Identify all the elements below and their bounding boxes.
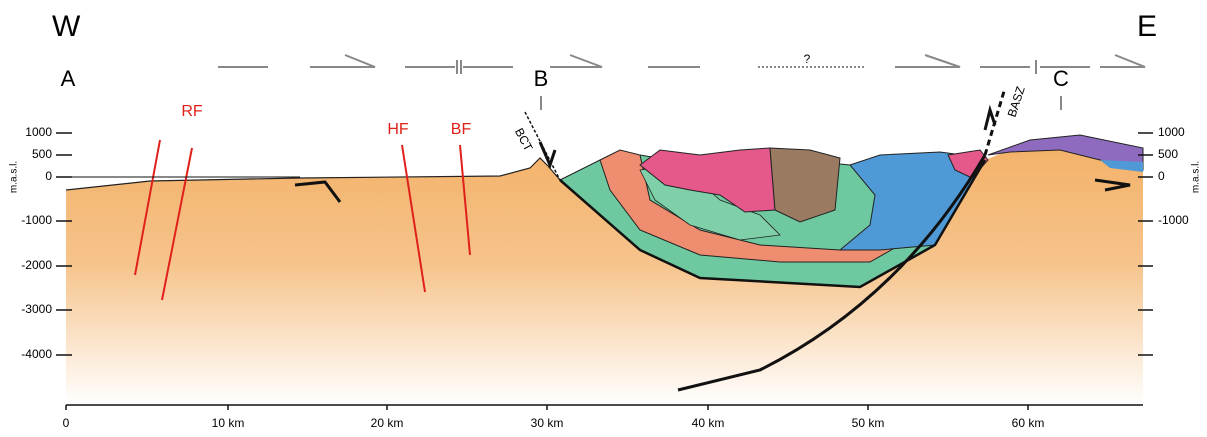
elevation-label: -3000: [21, 302, 52, 316]
distance-label: 30 km: [531, 416, 564, 430]
elevation-label: 1000: [25, 125, 52, 139]
elevation-label: 1000: [1158, 125, 1185, 139]
distance-label: 20 km: [371, 416, 404, 430]
kinematic-row: [218, 55, 1145, 110]
fault-label: BF: [451, 121, 472, 138]
query-label: ?: [804, 52, 811, 66]
section-label: C: [1053, 66, 1069, 91]
distance-label: 40 km: [692, 416, 725, 430]
unit-label: m.a.s.l.: [1191, 161, 1202, 193]
elevation-label: 500: [1158, 147, 1178, 161]
fault-label: BCT: [512, 126, 536, 154]
elevation-label: 0: [1158, 169, 1165, 183]
unit-label: m.a.s.l.: [9, 161, 20, 193]
distance-label: 10 km: [212, 416, 245, 430]
elevation-label: -4000: [21, 347, 52, 361]
fault-label: HF: [387, 121, 409, 138]
distance-label: 50 km: [852, 416, 885, 430]
section-label: B: [534, 66, 549, 91]
west-label: W: [52, 10, 81, 43]
distance-label: 60 km: [1012, 416, 1045, 430]
brown-layer: [770, 148, 840, 222]
elevation-label: -2000: [21, 258, 52, 272]
fault-label: BASZ: [1005, 85, 1028, 119]
distance-label: 0: [63, 416, 70, 430]
east-label: E: [1137, 10, 1157, 43]
fault-label: RF: [181, 103, 203, 120]
elevation-label: 0: [45, 169, 52, 183]
elevation-label: -1000: [1158, 213, 1189, 227]
sense-arrow: [985, 110, 995, 130]
elevation-label: -1000: [21, 213, 52, 227]
elevation-label: 500: [32, 147, 52, 161]
cross-section: W E ? A B C RF HF BF BCT BASZ m.a.s.l. m…: [0, 0, 1207, 437]
section-label: A: [61, 66, 76, 91]
